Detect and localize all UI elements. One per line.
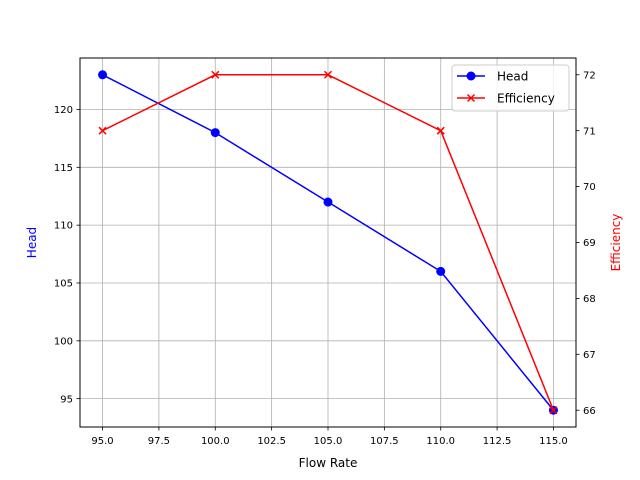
legend-item-head: Head: [457, 70, 528, 84]
circle-marker-icon: [323, 197, 333, 207]
y-axis-right-label: Efficiency: [609, 214, 623, 272]
y-right-tick-label: 72: [583, 70, 596, 81]
x-tick-label: 95.0: [91, 436, 113, 447]
legend-label-efficiency: Efficiency: [497, 92, 555, 106]
grid-lines: [80, 58, 576, 427]
x-tick-label: 105.0: [314, 436, 343, 447]
circle-marker-icon: [436, 266, 446, 276]
x-tick-label: 115.0: [539, 436, 568, 447]
y-left-tick-label: 100: [54, 336, 73, 347]
legend: Head Efficiency: [451, 64, 570, 112]
x-marker-icon: [549, 406, 558, 415]
x-axis: 95.0 97.5 100.0 102.5 105.0 107.5 110.0 112.5 11…: [91, 427, 568, 447]
y-axis-left-label: Head: [25, 227, 39, 258]
series-efficiency: [98, 70, 558, 415]
y-right-tick-label: 69: [583, 238, 596, 249]
circle-marker-icon: [98, 70, 108, 80]
y-left-tick-label: 105: [54, 279, 73, 290]
x-tick-label: 107.5: [370, 436, 399, 447]
x-axis-label: Flow Rate: [299, 456, 358, 470]
y-left-tick-label: 115: [54, 163, 73, 174]
plot-series: [98, 70, 558, 415]
circle-marker-icon: [210, 128, 220, 138]
circle-marker-icon: [466, 71, 476, 81]
y-right-tick-label: 66: [583, 406, 596, 417]
y-left-tick-label: 120: [54, 105, 73, 116]
x-tick-label: 112.5: [483, 436, 512, 447]
x-marker-icon: [466, 93, 476, 103]
y-right-tick-label: 71: [583, 126, 596, 137]
y-right-tick-label: 67: [583, 350, 596, 361]
x-tick-label: 97.5: [148, 436, 170, 447]
y-left-tick-label: 110: [54, 221, 73, 232]
x-marker-icon: [98, 126, 107, 135]
x-tick-label: 110.0: [426, 436, 455, 447]
y-right-tick-label: 68: [583, 294, 596, 305]
y-axis-right: 66 67 68 69 70 71 72: [576, 70, 596, 417]
y-right-tick-label: 70: [583, 182, 596, 193]
x-tick-label: 102.5: [257, 436, 286, 447]
x-tick-label: 100.0: [201, 436, 230, 447]
x-marker-icon: [211, 70, 220, 79]
legend-label-head: Head: [497, 70, 528, 84]
legend-item-efficiency: Efficiency: [457, 92, 555, 106]
y-axis-left: 95 100 105 110 115 120: [54, 105, 80, 405]
y-left-tick-label: 95: [60, 394, 73, 405]
x-marker-icon: [436, 126, 445, 135]
x-marker-icon: [323, 70, 333, 79]
